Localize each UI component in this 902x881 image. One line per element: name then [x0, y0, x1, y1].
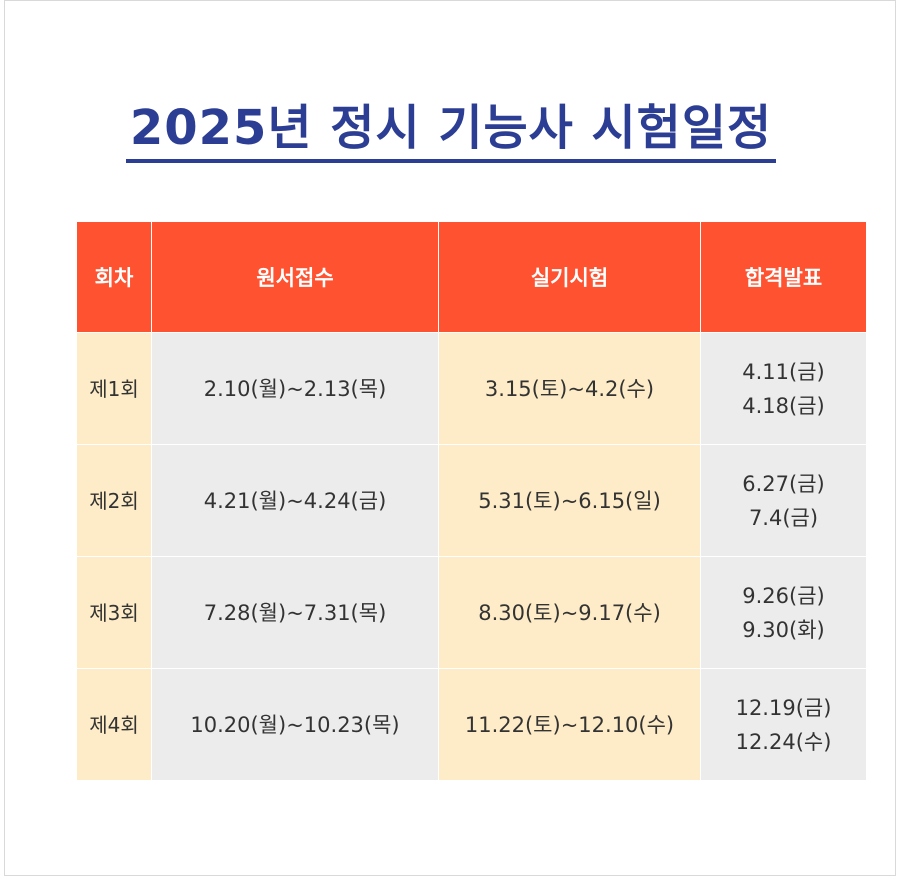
results-cell: 6.27(금) 7.4(금) — [700, 444, 867, 557]
exam-cell: 11.22(토)~12.10(수) — [438, 668, 701, 781]
header-round: 회차 — [76, 221, 152, 333]
result-date-second: 4.18(금) — [742, 393, 825, 418]
application-cell: 2.10(월)~2.13(목) — [151, 332, 439, 445]
table-header-row: 회차 원서접수 실기시험 합격발표 — [76, 221, 867, 333]
result-date-first: 12.19(금) — [735, 695, 832, 720]
page-title-text: 2025년 정시 기능사 시험일정 — [125, 97, 777, 163]
round-label: 제3회 — [89, 600, 139, 625]
table-row: 제4회 10.20(월)~10.23(목) 11.22(토)~12.10(수) … — [76, 668, 867, 781]
results-cell: 12.19(금) 12.24(수) — [700, 668, 867, 781]
exam-cell: 5.31(토)~6.15(일) — [438, 444, 701, 557]
round-label: 제4회 — [89, 712, 139, 737]
table-row: 제2회 4.21(월)~4.24(금) 5.31(토)~6.15(일) 6.27… — [76, 444, 867, 557]
exam-schedule-table: 회차 원서접수 실기시험 합격발표 제1회 2.10(월)~2.13(목) 3.… — [76, 221, 867, 781]
result-date-first: 4.11(금) — [742, 359, 825, 384]
round-cell: 제2회 — [76, 444, 152, 557]
application-cell: 7.28(월)~7.31(목) — [151, 556, 439, 669]
result-date-second: 12.24(수) — [735, 729, 832, 754]
round-label: 제1회 — [89, 376, 139, 401]
table-row: 제1회 2.10(월)~2.13(목) 3.15(토)~4.2(수) 4.11(… — [76, 332, 867, 445]
application-cell: 10.20(월)~10.23(목) — [151, 668, 439, 781]
results-cell: 4.11(금) 4.18(금) — [700, 332, 867, 445]
header-results: 합격발표 — [700, 221, 867, 333]
exam-cell: 8.30(토)~9.17(수) — [438, 556, 701, 669]
header-exam: 실기시험 — [438, 221, 701, 333]
table-row: 제3회 7.28(월)~7.31(목) 8.30(토)~9.17(수) 9.26… — [76, 556, 867, 669]
round-label: 제2회 — [89, 488, 139, 513]
result-date-first: 9.26(금) — [742, 583, 825, 608]
page-title: 2025년 정시 기능사 시험일정 — [0, 92, 902, 164]
header-application: 원서접수 — [151, 221, 439, 333]
exam-cell: 3.15(토)~4.2(수) — [438, 332, 701, 445]
result-date-first: 6.27(금) — [742, 471, 825, 496]
result-date-second: 7.4(금) — [748, 505, 819, 530]
results-cell: 9.26(금) 9.30(화) — [700, 556, 867, 669]
application-cell: 4.21(월)~4.24(금) — [151, 444, 439, 557]
round-cell: 제1회 — [76, 332, 152, 445]
result-date-second: 9.30(화) — [742, 617, 825, 642]
round-cell: 제3회 — [76, 556, 152, 669]
round-cell: 제4회 — [76, 668, 152, 781]
